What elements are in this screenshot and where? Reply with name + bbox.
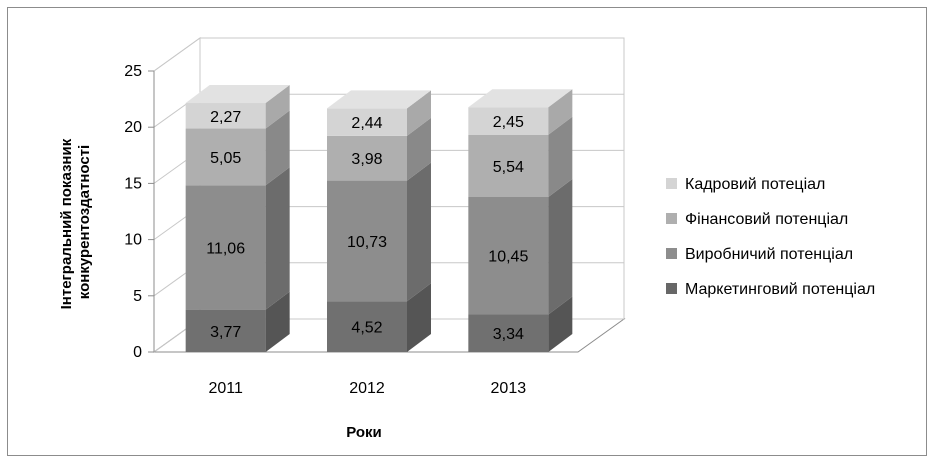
bar-side [548,179,573,315]
x-tick-label: 2012 [349,380,385,397]
bar-segment [185,167,290,310]
bars [185,85,573,352]
bar-front [185,128,266,186]
data-label: 10,73 [347,234,387,251]
bar-front [327,301,407,352]
bar-front [468,197,549,315]
data-labels: 3,77 11,06 5,05 2,27 4,52 10,73 3,98 2,44 3,34 10… [206,109,528,343]
bar-segment [185,291,290,352]
bar-segment [185,110,290,186]
bar-side [548,89,573,135]
y-tick-label: 0 [133,344,142,361]
data-label: 10,45 [488,249,528,266]
y-tick-label: 10 [124,232,142,249]
legend-swatch [666,248,677,259]
x-axis-title: Роки [346,424,382,441]
data-label: 5,05 [210,150,241,167]
legend-label: Фінансовий потенціал [685,211,848,228]
bar-front [327,180,407,302]
data-label: 3,34 [493,326,524,343]
y-tick-label: 20 [124,119,142,136]
y-tick-label: 25 [124,63,142,80]
bar-side [548,116,573,198]
bar-front [468,314,549,352]
axes: 0 5 10 15 20 25 2011 2012 2013 [124,63,526,397]
legend-swatch [666,178,677,189]
bar-segment [185,85,290,129]
bar-segment [468,179,573,315]
bar-segment [468,89,573,135]
bar-side [265,291,290,352]
bar-segment [327,117,431,181]
legend: Кадровий потеціал Фінансовий потенціал Вир… [666,176,875,298]
bar-front [468,134,549,198]
x-tick-label: 2013 [491,380,527,397]
y-tick-label: 5 [133,288,142,305]
bar-segment [327,283,431,352]
bar-segment [327,90,431,136]
bar-segment [327,162,431,302]
data-label: 2,27 [210,109,241,126]
bar-front [327,135,407,181]
bar-front [327,108,407,136]
data-label: 2,44 [351,115,382,132]
data-label: 2,45 [493,114,524,131]
bar-side [265,110,290,186]
data-label: 11,06 [206,240,245,257]
gridline [153,37,624,72]
bar-segment [468,116,573,198]
data-label: 4,52 [351,320,382,337]
legend-swatch [666,213,677,224]
bar-front [468,107,549,135]
bar-side [407,162,431,302]
y-axis-title-line-2: конкурентоздатності [76,145,93,299]
bar-side [407,117,431,181]
bar-front [185,185,266,310]
bar-top [468,89,573,108]
data-label: 3,98 [351,151,382,168]
y-axis-title: Інтегральний показник конкурентоздатност… [58,135,93,310]
legend-swatch [666,283,677,294]
bar-side [265,85,290,129]
bar-top [185,85,290,104]
bar-segment [468,296,573,352]
data-label: 3,77 [210,324,241,341]
data-label: 5,54 [493,159,524,176]
legend-label: Кадровий потеціал [685,176,825,193]
bar-side [407,283,431,352]
bar-front [185,103,266,129]
bar-side [407,90,431,136]
x-tick-label: 2011 [208,380,243,397]
legend-label: Маркетинговий потенціал [685,281,875,298]
legend-label: Виробничий потенціал [685,246,853,263]
bar-front [185,309,266,352]
y-axis-title-line-1: Інтегральний показник [58,138,75,309]
y-tick-label: 15 [124,175,142,192]
bar-side [548,296,573,352]
bar-side [265,167,290,310]
bar-top [327,90,431,109]
